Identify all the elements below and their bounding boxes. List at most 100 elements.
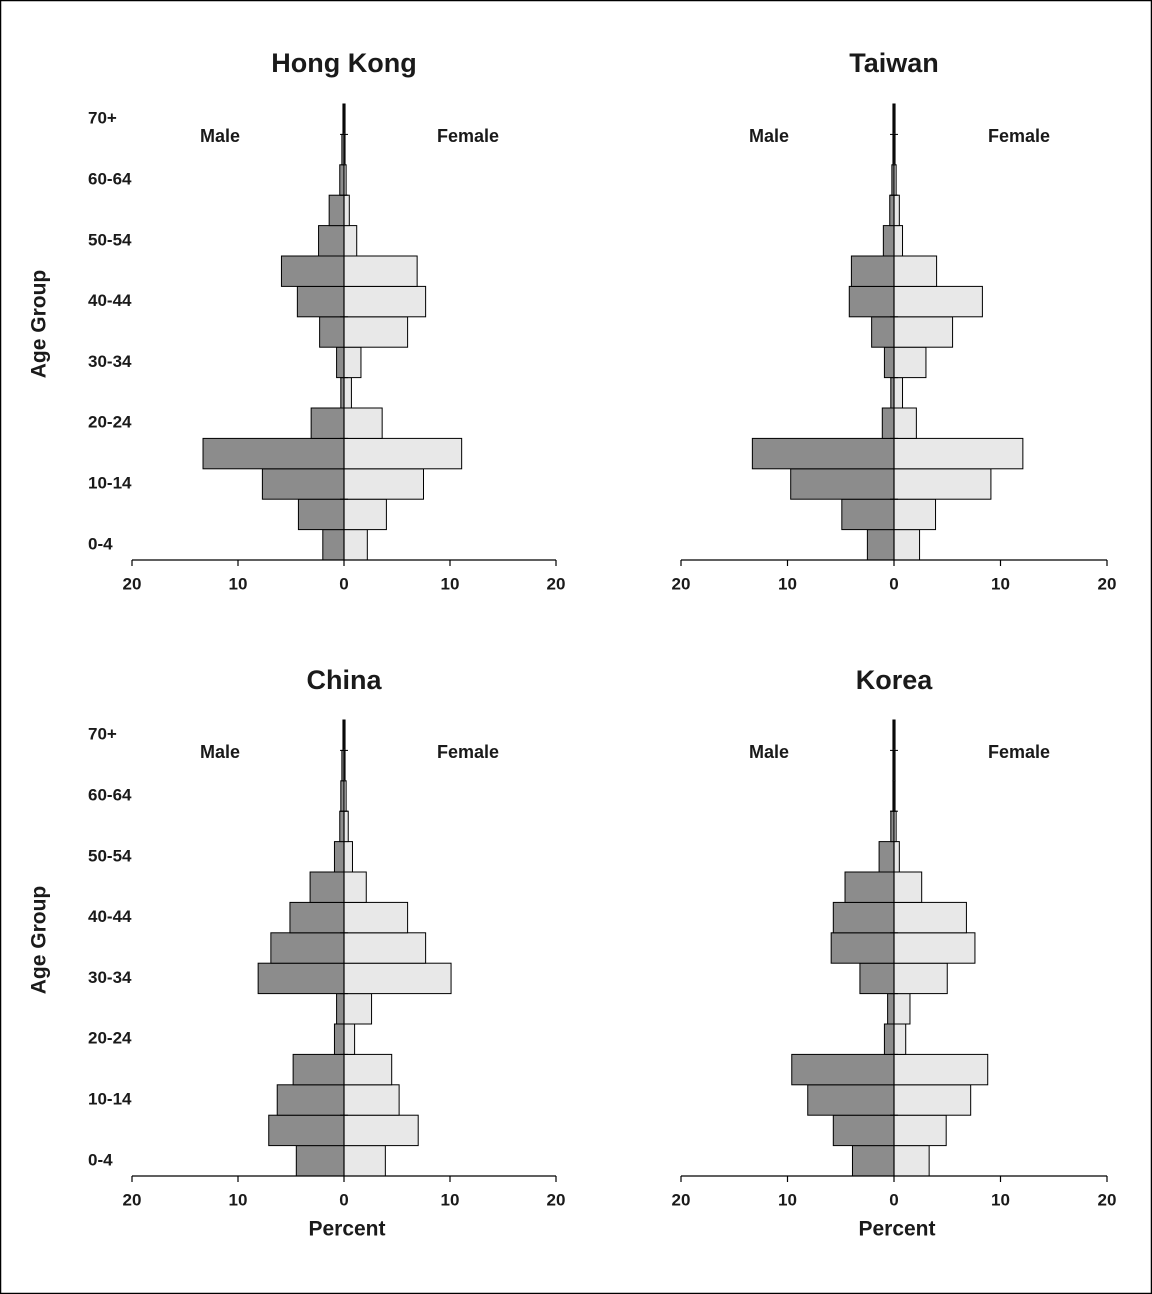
female-bar	[343, 377, 352, 409]
y-tick-label: 70+	[88, 725, 117, 744]
female-bar	[343, 285, 427, 318]
male-bar	[850, 255, 895, 287]
male-bar	[882, 225, 895, 257]
x-tick-label: 20	[1098, 574, 1117, 593]
male-bar	[296, 285, 345, 318]
male-bar	[202, 437, 345, 470]
female-bar	[893, 468, 992, 500]
y-tick-label: 10-14	[88, 473, 132, 492]
female-bar	[343, 1145, 386, 1177]
x-tick-label: 10	[229, 574, 248, 593]
male-bar	[318, 225, 345, 257]
female-bar	[893, 225, 904, 257]
male-bar	[276, 1084, 345, 1116]
female-bar	[893, 285, 983, 318]
female-bar	[893, 377, 904, 409]
male-bar	[297, 498, 345, 531]
male-bar	[289, 901, 345, 934]
male-bar	[791, 1053, 895, 1086]
male-bar	[851, 1145, 895, 1177]
x-tick-label: 10	[778, 574, 797, 593]
x-tick-label: 10	[991, 1190, 1010, 1209]
male-bar	[832, 1114, 895, 1147]
male-bar	[878, 841, 895, 873]
female-bar	[343, 255, 418, 287]
male-bar	[295, 1145, 345, 1177]
male-bar	[883, 1023, 895, 1055]
y-tick-label: 50-54	[88, 230, 132, 249]
female-bar	[343, 468, 424, 500]
series-label: Female	[988, 126, 1050, 146]
female-bar	[893, 498, 937, 531]
female-bar	[343, 529, 368, 561]
x-tick-label: 10	[229, 1190, 248, 1209]
male-bar	[333, 1023, 345, 1055]
female-bar	[893, 316, 954, 348]
male-bar	[871, 316, 895, 348]
female-bar	[343, 1114, 419, 1147]
panel-title: China	[306, 665, 382, 695]
y-tick-label: 30-34	[88, 968, 132, 987]
y-axis-label: Age Group	[28, 886, 51, 995]
x-tick-label: 0	[339, 574, 348, 593]
male-bar	[751, 437, 895, 470]
female-bar	[343, 316, 409, 348]
female-bar	[343, 962, 452, 995]
x-axis-label: Percent	[308, 1218, 385, 1241]
female-bar	[893, 529, 921, 561]
male-bar	[310, 407, 345, 439]
x-tick-label: 0	[889, 1190, 898, 1209]
series-label: Female	[437, 742, 499, 762]
male-bar	[832, 901, 895, 934]
female-bar	[893, 1084, 972, 1116]
series-label: Male	[749, 126, 789, 146]
female-bar	[343, 346, 362, 379]
female-bar	[343, 1053, 393, 1086]
male-bar	[309, 871, 345, 903]
female-bar	[343, 810, 349, 843]
male-bar	[339, 164, 345, 196]
male-bar	[859, 962, 895, 995]
y-tick-label: 0-4	[88, 534, 113, 553]
female-bar	[893, 437, 1024, 470]
female-bar	[893, 346, 927, 379]
series-label: Male	[200, 742, 240, 762]
female-bar	[343, 1023, 356, 1055]
x-tick-label: 20	[547, 574, 566, 593]
x-tick-label: 20	[1098, 1190, 1117, 1209]
male-bar	[261, 468, 345, 500]
male-bar	[292, 1053, 345, 1086]
y-tick-label: 20-24	[88, 413, 132, 432]
female-bar	[893, 255, 938, 287]
series-label: Male	[200, 126, 240, 146]
male-bar	[807, 1084, 895, 1116]
female-bar	[893, 1053, 989, 1086]
y-tick-label: 60-64	[88, 785, 132, 804]
female-bar	[893, 1114, 947, 1147]
series-label: Female	[437, 126, 499, 146]
male-bar	[336, 346, 345, 379]
female-bar	[893, 1023, 907, 1055]
female-bar	[343, 407, 383, 439]
x-tick-label: 20	[123, 574, 142, 593]
x-tick-label: 0	[339, 1190, 348, 1209]
male-bar	[889, 194, 895, 227]
x-tick-label: 10	[991, 574, 1010, 593]
male-bar	[257, 962, 345, 995]
x-tick-label: 0	[889, 574, 898, 593]
y-tick-label: 20-24	[88, 1029, 132, 1048]
panel-title: Korea	[856, 665, 934, 695]
female-bar	[893, 194, 900, 227]
male-bar	[280, 255, 345, 287]
panel-title: Taiwan	[849, 48, 939, 78]
male-bar	[270, 932, 345, 964]
y-tick-label: 70+	[88, 109, 117, 128]
y-tick-label: 40-44	[88, 907, 132, 926]
male-bar	[841, 498, 895, 531]
female-bar	[893, 901, 967, 934]
series-label: Male	[749, 742, 789, 762]
y-tick-label: 30-34	[88, 352, 132, 371]
male-bar	[790, 468, 895, 500]
female-bar	[343, 437, 463, 470]
